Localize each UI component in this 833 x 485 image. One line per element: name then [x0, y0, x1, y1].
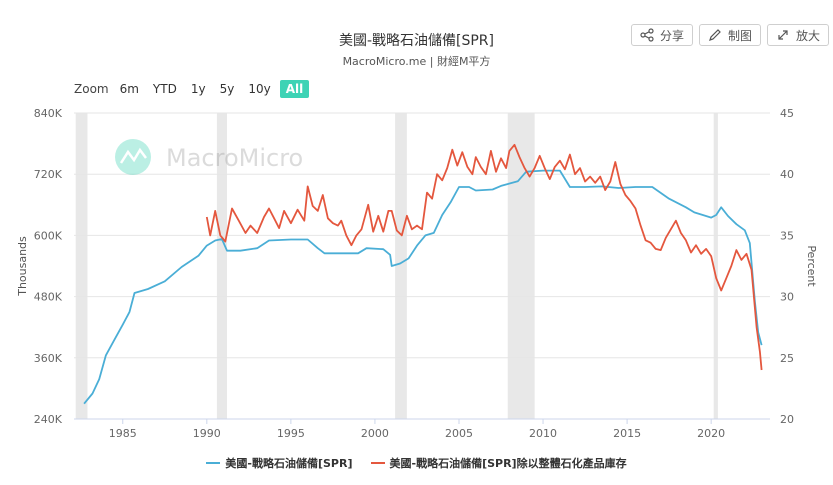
y-right-tick-1: 25	[780, 352, 794, 365]
legend-label-ratio: 美國-戰略石油儲備[SPR]除以整體石化產品庫存	[389, 457, 627, 470]
y-right-tick-0: 20	[780, 413, 794, 426]
y-left-tick-3: 600K	[34, 229, 63, 242]
zoom-all-button[interactable]: All	[279, 80, 310, 98]
share-icon	[640, 28, 654, 42]
pencil-icon	[708, 28, 722, 42]
x-tick-4: 2005	[445, 427, 473, 440]
chart-title: 美國-戰略石油儲備[SPR]	[338, 33, 495, 49]
legend-item-spr[interactable]: 美國-戰略石油儲備[SPR]	[206, 455, 353, 471]
y-right-axis-title: Percent	[805, 245, 818, 287]
shaded-period-2	[395, 113, 407, 419]
expand-button[interactable]: 放大	[766, 24, 829, 46]
draw-button[interactable]: 制图	[698, 24, 761, 46]
x-tick-7: 2020	[697, 427, 725, 440]
series-line-0	[83, 169, 763, 405]
share-label: 分享	[659, 28, 684, 43]
draw-label: 制图	[727, 28, 752, 43]
shaded-period-0	[75, 113, 88, 419]
zoom-10y-button[interactable]: 10y	[248, 82, 271, 96]
legend-swatch-ratio	[370, 462, 385, 464]
x-tick-6: 2015	[613, 427, 641, 440]
watermark-logo-mark	[119, 147, 147, 164]
x-tick-5: 2010	[529, 427, 557, 440]
shaded-period-4	[713, 113, 718, 419]
y-left-axis-title: Thousands	[16, 236, 29, 297]
legend-item-ratio[interactable]: 美國-戰略石油儲備[SPR]除以整體石化產品庫存	[370, 455, 627, 471]
zoom-label: Zoom	[74, 82, 109, 96]
legend-label-spr: 美國-戰略石油儲備[SPR]	[225, 457, 353, 470]
y-right-tick-3: 35	[780, 229, 794, 242]
watermark-logo-icon	[115, 139, 151, 175]
x-tick-2: 1995	[277, 427, 305, 440]
y-left-tick-5: 840K	[34, 107, 63, 120]
zoom-6m-button[interactable]: 6m	[119, 82, 139, 96]
y-left-tick-2: 480K	[34, 291, 63, 304]
toolbar: 分享 制图 放大	[630, 24, 829, 46]
y-left-tick-0: 240K	[34, 413, 63, 426]
y-left-tick-4: 720K	[34, 168, 63, 181]
expand-icon	[776, 28, 790, 42]
zoom-1y-button[interactable]: 1y	[190, 82, 206, 96]
zoom-5y-button[interactable]: 5y	[219, 82, 235, 96]
share-button[interactable]: 分享	[630, 24, 693, 46]
zoom-selector: Zoom 6m YTD 1y 5y 10y All	[74, 80, 313, 98]
shaded-period-1	[216, 113, 227, 419]
legend: 美國-戰略石油儲備[SPR] 美國-戰略石油儲備[SPR]除以整體石化產品庫存	[0, 455, 833, 471]
watermark-text: MacroMicro	[166, 144, 303, 172]
x-tick-0: 1985	[109, 427, 137, 440]
legend-swatch-spr	[206, 462, 221, 464]
shaded-period-3	[507, 113, 535, 419]
chart-subtitle: MacroMicro.me | 財經M平方	[342, 55, 491, 68]
x-tick-3: 2000	[361, 427, 389, 440]
expand-label: 放大	[795, 28, 820, 43]
y-left-tick-1: 360K	[34, 352, 63, 365]
x-tick-1: 1990	[193, 427, 221, 440]
y-right-tick-4: 40	[780, 168, 794, 181]
series-line-1	[205, 143, 763, 371]
zoom-ytd-button[interactable]: YTD	[152, 82, 177, 96]
y-right-tick-5: 45	[780, 107, 794, 120]
watermark: MacroMicro	[115, 139, 303, 175]
y-right-tick-2: 30	[780, 291, 794, 304]
